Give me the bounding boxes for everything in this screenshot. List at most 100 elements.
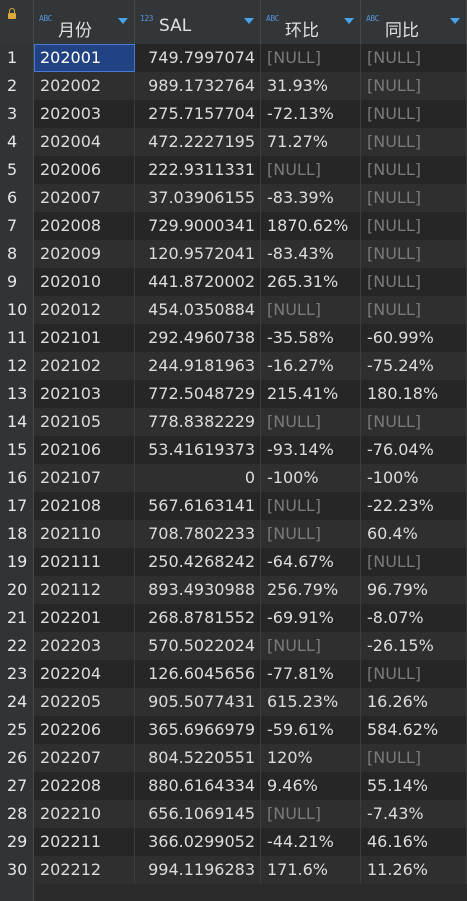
cell-month[interactable]: 202112 [34,576,135,604]
row-number[interactable]: 15 [0,436,34,464]
cell-mom[interactable]: 1870.62% [261,212,361,240]
cell-month[interactable]: 202111 [34,548,135,576]
cell-month[interactable]: 202008 [34,212,135,240]
cell-mom[interactable]: 9.46% [261,772,361,800]
cell-sal[interactable]: 989.1732764 [135,72,261,100]
row-number[interactable]: 29 [0,828,34,856]
cell-yoy[interactable]: [NULL] [361,240,467,268]
cell-month[interactable]: 202101 [34,324,135,352]
cell-yoy[interactable]: 60.4% [361,520,467,548]
cell-sal[interactable]: 472.2227195 [135,128,261,156]
column-header-mom[interactable]: ABC 环比 [261,0,361,44]
cell-yoy[interactable]: [NULL] [361,296,467,324]
cell-yoy[interactable]: 55.14% [361,772,467,800]
cell-sal[interactable]: 994.1196283 [135,856,261,884]
cell-month[interactable]: 202012 [34,296,135,324]
row-number[interactable]: 26 [0,744,34,772]
cell-sal[interactable]: 778.8382229 [135,408,261,436]
cell-month[interactable]: 202108 [34,492,135,520]
cell-yoy[interactable]: [NULL] [361,660,467,688]
cell-mom[interactable]: 215.41% [261,380,361,408]
table-row[interactable]: 26 202207 804.5220551 120% [NULL] [0,744,467,772]
row-number[interactable]: 22 [0,632,34,660]
row-number[interactable]: 16 [0,464,34,492]
sort-filter-arrow-icon[interactable] [118,18,128,24]
table-row[interactable]: 27 202208 880.6164334 9.46% 55.14% [0,772,467,800]
table-row[interactable]: 18 202110 708.7802233 [NULL] 60.4% [0,520,467,548]
cell-mom[interactable]: 31.93% [261,72,361,100]
table-row[interactable]: 4 202004 472.2227195 71.27% [NULL] [0,128,467,156]
row-number[interactable]: 8 [0,240,34,268]
cell-sal[interactable]: 454.0350884 [135,296,261,324]
cell-yoy[interactable]: [NULL] [361,408,467,436]
cell-yoy[interactable]: 96.79% [361,576,467,604]
cell-sal[interactable]: 905.5077431 [135,688,261,716]
cell-mom[interactable]: -69.91% [261,604,361,632]
row-number[interactable]: 18 [0,520,34,548]
row-number[interactable]: 19 [0,548,34,576]
row-number[interactable]: 10 [0,296,34,324]
cell-mom[interactable]: [NULL] [261,492,361,520]
cell-yoy[interactable]: [NULL] [361,744,467,772]
row-number[interactable]: 23 [0,660,34,688]
cell-mom[interactable]: -44.21% [261,828,361,856]
row-number[interactable]: 13 [0,380,34,408]
cell-yoy[interactable]: 584.62% [361,716,467,744]
table-row[interactable]: 7 202008 729.9000341 1870.62% [NULL] [0,212,467,240]
cell-mom[interactable]: [NULL] [261,156,361,184]
cell-month[interactable]: 202002 [34,72,135,100]
row-number[interactable]: 28 [0,800,34,828]
cell-yoy[interactable]: 46.16% [361,828,467,856]
cell-yoy[interactable]: [NULL] [361,184,467,212]
cell-sal[interactable]: 250.4268242 [135,548,261,576]
cell-month[interactable]: 202212 [34,856,135,884]
row-number[interactable]: 9 [0,268,34,296]
cell-sal[interactable]: 268.8781552 [135,604,261,632]
column-header-month[interactable]: ABC 月份 [34,0,135,44]
cell-yoy[interactable]: [NULL] [361,548,467,576]
cell-sal[interactable]: 893.4930988 [135,576,261,604]
column-header-sal[interactable]: 123 SAL [135,0,261,44]
table-row[interactable]: 12 202102 244.9181963 -16.27% -75.24% [0,352,467,380]
table-row[interactable]: 30 202212 994.1196283 171.6% 11.26% [0,856,467,884]
cell-yoy[interactable]: [NULL] [361,212,467,240]
sort-filter-arrow-icon[interactable] [450,18,460,24]
cell-mom[interactable]: 256.79% [261,576,361,604]
cell-month[interactable]: 202102 [34,352,135,380]
cell-sal[interactable]: 729.9000341 [135,212,261,240]
cell-month[interactable]: 202201 [34,604,135,632]
table-row[interactable]: 19 202111 250.4268242 -64.67% [NULL] [0,548,467,576]
cell-mom[interactable]: -64.67% [261,548,361,576]
cell-yoy[interactable]: [NULL] [361,72,467,100]
cell-mom[interactable]: 615.23% [261,688,361,716]
cell-sal[interactable]: 53.41619373 [135,436,261,464]
cell-month[interactable]: 202110 [34,520,135,548]
table-row[interactable]: 3 202003 275.7157704 -72.13% [NULL] [0,100,467,128]
cell-yoy[interactable]: [NULL] [361,268,467,296]
table-row[interactable]: 24 202205 905.5077431 615.23% 16.26% [0,688,467,716]
table-row[interactable]: 14 202105 778.8382229 [NULL] [NULL] [0,408,467,436]
table-row[interactable]: 22 202203 570.5022024 [NULL] -26.15% [0,632,467,660]
cell-month[interactable]: 202206 [34,716,135,744]
cell-month[interactable]: 202010 [34,268,135,296]
cell-sal[interactable]: 749.7997074 [135,44,261,72]
cell-mom[interactable]: -93.14% [261,436,361,464]
row-number[interactable]: 24 [0,688,34,716]
cell-month[interactable]: 202211 [34,828,135,856]
cell-mom[interactable]: [NULL] [261,408,361,436]
cell-mom[interactable]: 71.27% [261,128,361,156]
row-number[interactable]: 4 [0,128,34,156]
cell-yoy[interactable]: [NULL] [361,100,467,128]
cell-sal[interactable]: 244.9181963 [135,352,261,380]
cell-month[interactable]: 202204 [34,660,135,688]
row-number[interactable]: 17 [0,492,34,520]
cell-month[interactable]: 202105 [34,408,135,436]
cell-sal[interactable]: 880.6164334 [135,772,261,800]
table-row[interactable]: 29 202211 366.0299052 -44.21% 46.16% [0,828,467,856]
cell-sal[interactable]: 567.6163141 [135,492,261,520]
cell-yoy[interactable]: -22.23% [361,492,467,520]
cell-mom[interactable]: -59.61% [261,716,361,744]
row-number[interactable]: 3 [0,100,34,128]
cell-yoy[interactable]: -7.43% [361,800,467,828]
row-number[interactable]: 11 [0,324,34,352]
